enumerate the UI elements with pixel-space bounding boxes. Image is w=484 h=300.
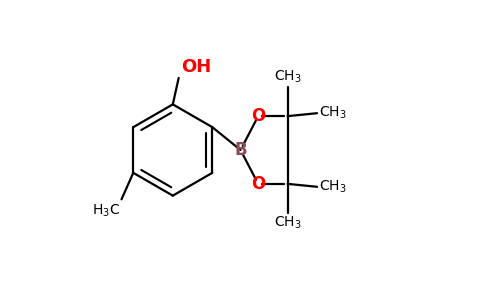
Text: CH$_3$: CH$_3$ xyxy=(274,215,302,231)
Text: OH: OH xyxy=(181,58,212,76)
Text: B: B xyxy=(234,141,247,159)
Text: CH$_3$: CH$_3$ xyxy=(318,178,346,195)
Text: CH$_3$: CH$_3$ xyxy=(318,105,346,122)
Text: O: O xyxy=(251,107,265,125)
Text: CH$_3$: CH$_3$ xyxy=(274,69,302,85)
Text: O: O xyxy=(251,175,265,193)
Text: H$_3$C: H$_3$C xyxy=(92,203,120,219)
